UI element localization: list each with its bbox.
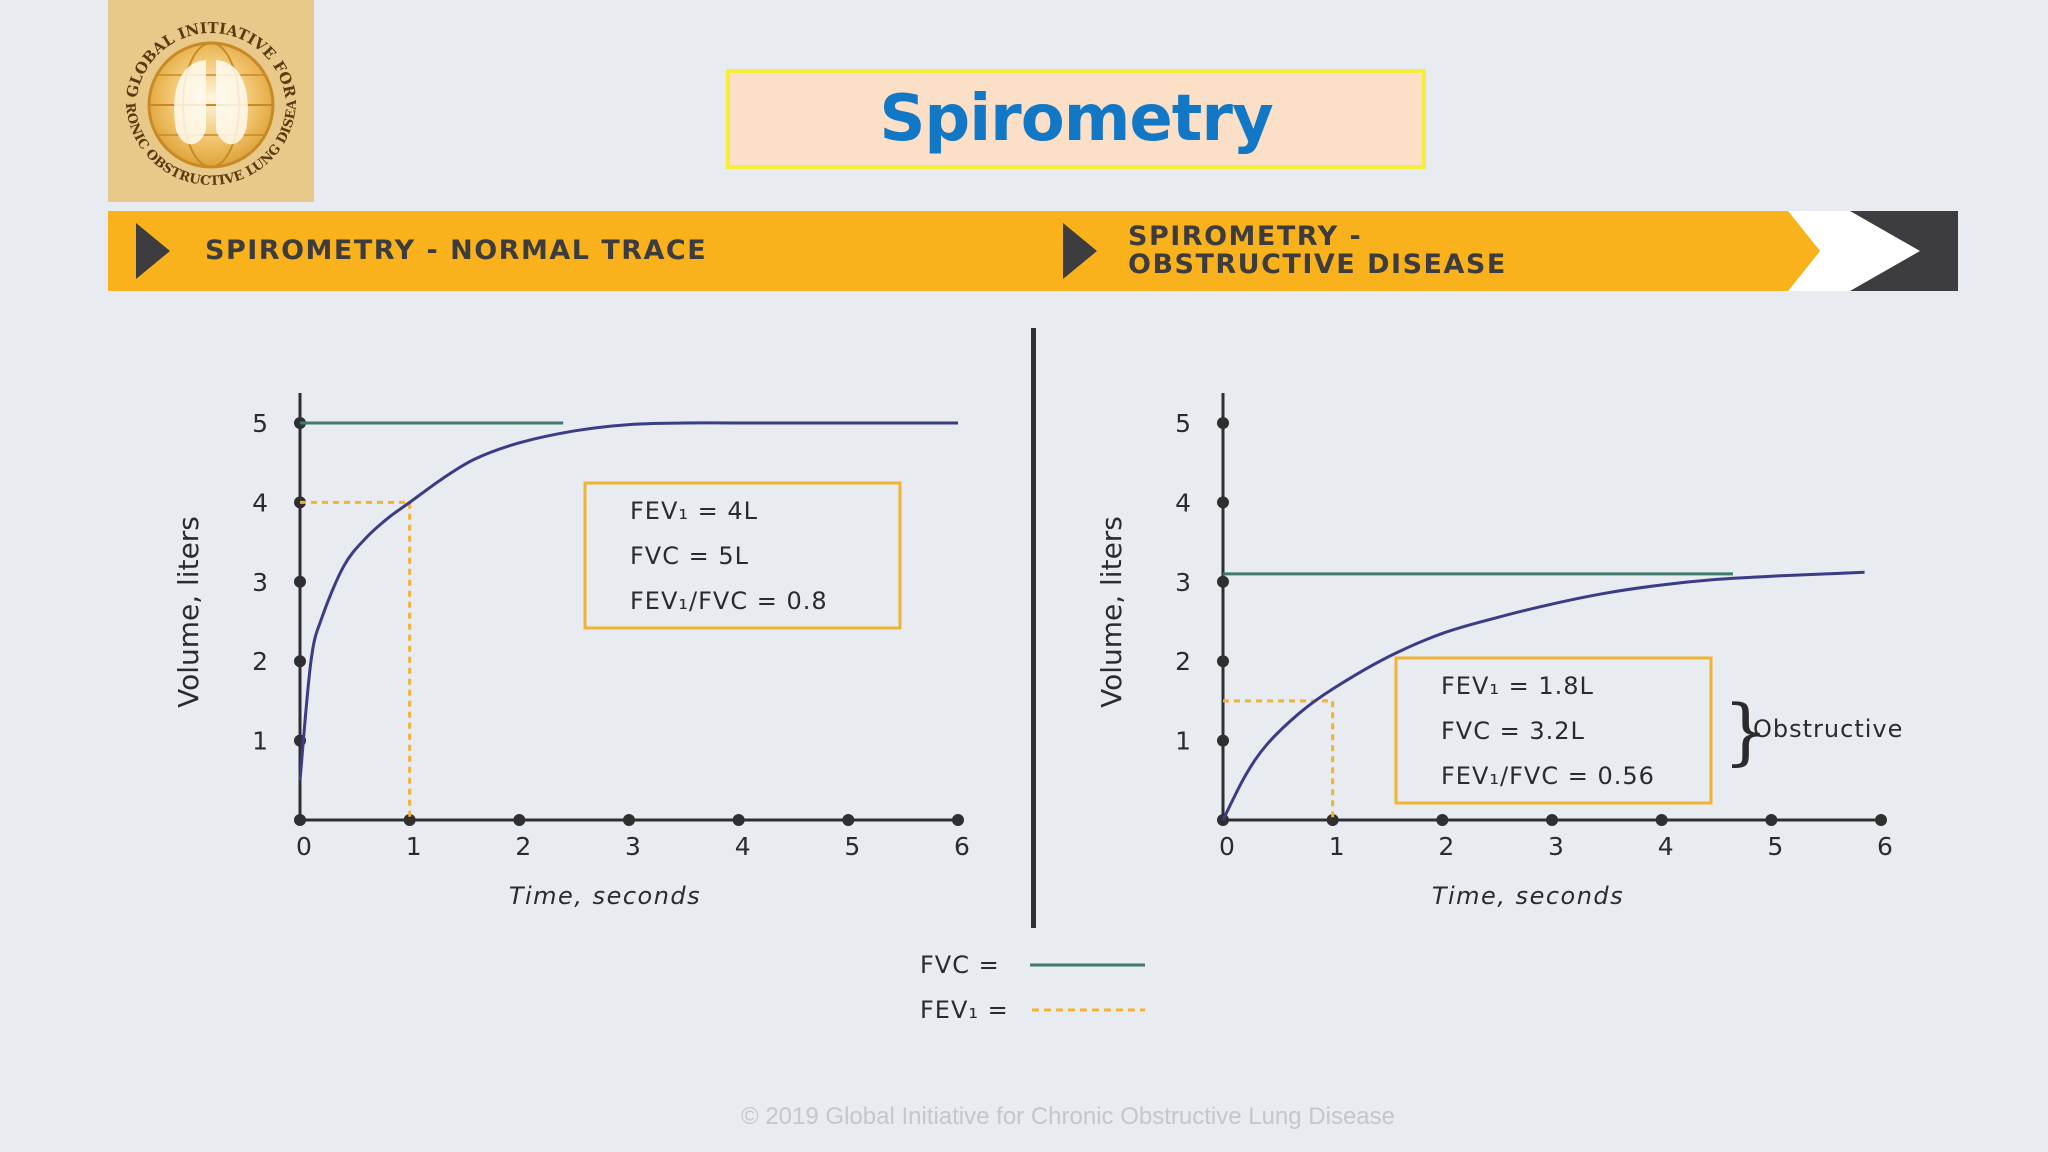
page-title: Spirometry [879,82,1273,156]
results-box [1394,656,1713,805]
y-tick-label: 2 [1175,647,1191,676]
x-tick-label: 1 [1329,832,1345,861]
chart-normal-svg: Volume, liters Time, seconds 1 2 3 4 5 0 1 2 3 4 5 6 F… [172,393,970,910]
y-axis-label: Volume, liters [172,516,205,708]
y-tick-label: 3 [252,568,268,597]
y-tick-dot [1217,575,1229,588]
volume-time-curve [298,421,958,781]
y-tick-dot [1217,655,1229,668]
chart-normal: Volume, liters Time, seconds 1 2 3 4 5 0 1 2 3 4 5 6 F… [160,380,1060,940]
gold-globe-logo-icon: GLOBAL INITIATIVE FOR CHRONIC OBSTRUCTIV… [108,0,300,189]
legend-fev1: FEV₁ = [920,990,1150,1030]
x-tick-dot [952,814,964,826]
chart-obstructive: Volume, liters Time, seconds 1 2 3 4 5 0 1 2 3 4 5 6 F… [1083,380,1983,940]
brace-icon: } [1723,689,1769,773]
x-tick-label: 6 [1877,832,1893,861]
y-tick-dot [294,575,306,588]
x-tick-dot [732,814,745,826]
banner-label-normal: SPIROMETRY - NORMAL TRACE [205,235,708,266]
legend: FVC = FEV₁ = [920,945,1180,1035]
y-tick-label: 3 [1175,568,1191,597]
annotation-label: Obstructive [1753,715,1903,743]
x-tick-label: 2 [1438,832,1454,861]
x-tick-dot [1326,814,1339,826]
banner-label-obstructive-line1: SPIROMETRY - [1128,221,1363,252]
title-box: Spirometry [726,69,1426,169]
gold-logo: GLOBAL INITIATIVE FOR CHRONIC OBSTRUCTIV… [108,0,314,202]
y-tick-label: 5 [1175,409,1191,438]
copyright-footer: © 2019 Global Initiative for Chronic Obs… [740,1103,1395,1130]
x-tick-dot [1875,814,1887,826]
y-tick-dot [1217,734,1229,747]
x-tick-dot [294,814,306,826]
results-box [583,481,902,630]
play-triangle-icon [1063,223,1097,279]
result-line: FEV₁/FVC = 0.8 [630,587,828,615]
y-tick-label: 4 [252,488,268,517]
x-tick-dot [1546,814,1558,826]
x-tick-label: 4 [735,832,751,861]
y-tick-label: 1 [1175,727,1191,756]
legend-fvc: FVC = [920,945,1150,985]
x-axis-label: Time, seconds [1432,882,1624,910]
result-line: FEV₁ = 1.8L [1441,672,1594,700]
center-divider [1031,328,1036,928]
x-axis-label: Time, seconds [509,882,701,910]
y-tick-dot [1217,496,1229,509]
x-tick-label: 3 [625,832,641,861]
y-tick-label: 5 [252,409,268,438]
chart-obstructive-svg: Volume, liters Time, seconds 1 2 3 4 5 0 1 2 3 4 5 6 F… [1095,393,1903,910]
result-line: FVC = 3.2L [1441,717,1585,745]
x-tick-dot [1655,814,1668,826]
result-line: FEV₁/FVC = 0.56 [1441,762,1655,790]
x-tick-dot [513,814,526,826]
result-line: FVC = 5L [630,542,749,570]
x-tick-label: 5 [844,832,860,861]
y-tick-label: 2 [252,647,268,676]
y-axis-label: Volume, liters [1095,516,1128,708]
y-tick-dot [294,655,306,668]
x-tick-label: 3 [1548,832,1564,861]
fev1-dashed-line [1223,699,1335,820]
volume-time-curve [1221,570,1865,821]
x-tick-label: 4 [1658,832,1674,861]
x-tick-label: 5 [1767,832,1783,861]
x-tick-dot [623,814,635,826]
fev1-dashed-line [300,500,412,820]
section-banner: SPIROMETRY - NORMAL TRACE SPIROMETRY - O… [108,211,1958,291]
x-tick-dot [403,814,416,826]
legend-fvc-swatch [1030,963,1145,967]
x-tick-dot [1765,814,1778,826]
x-tick-label: 2 [515,832,531,861]
legend-fev1-label: FEV₁ = [920,996,1009,1024]
x-tick-label: 0 [296,832,312,861]
x-tick-label: 6 [954,832,970,861]
x-tick-label: 0 [1219,832,1235,861]
legend-fev1-swatch [1032,1008,1145,1012]
y-tick-label: 4 [1175,488,1191,517]
banner-background [108,211,1958,291]
x-tick-dot [842,814,855,826]
y-tick-label: 1 [252,727,268,756]
play-triangle-icon [136,223,170,279]
x-tick-dot [1436,814,1449,826]
banner-label-obstructive-line2: OBSTRUCTIVE DISEASE [1128,249,1507,280]
result-line: FEV₁ = 4L [630,497,758,525]
legend-fvc-label: FVC = [920,951,1000,979]
y-tick-dot [1217,417,1229,429]
x-tick-label: 1 [406,832,422,861]
